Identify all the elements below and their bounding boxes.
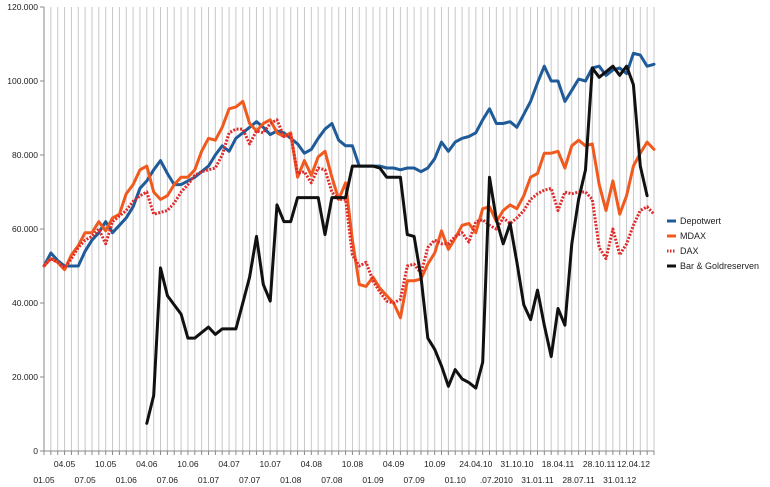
x-tick-label: 28.10.11 bbox=[583, 459, 616, 469]
x-tick-label: 04.07 bbox=[218, 459, 240, 469]
legend-label: Bar & Goldreserven bbox=[680, 261, 759, 271]
x-tick-label: 04.05 bbox=[54, 459, 76, 469]
x-tick-label: 07.05 bbox=[74, 475, 96, 485]
y-axis-tick-labels: 0 20.000 40.000 60.000 80.000 100.000 120.000 bbox=[7, 2, 44, 456]
x-tick-label: 01.10 bbox=[445, 475, 467, 485]
x-tick-label: 28.07.11 bbox=[562, 475, 595, 485]
x-tick-label: 24.04.10 bbox=[459, 459, 492, 469]
legend: Depotwert MDAX DAX Bar & Goldreserven bbox=[667, 216, 759, 271]
x-tick-label: 18.04.11 bbox=[542, 459, 575, 469]
series-lines bbox=[42, 51, 656, 425]
x-tick-label: 07.07 bbox=[239, 475, 261, 485]
x-tick-label: 01.07 bbox=[198, 475, 220, 485]
series-line-depotwert bbox=[42, 51, 656, 268]
x-tick-label: 12.04.12 bbox=[617, 459, 650, 469]
y-tick-label: 60.000 bbox=[12, 224, 38, 234]
x-tick-label: 10.06 bbox=[177, 459, 199, 469]
x-tick-label: 01.05 bbox=[33, 475, 55, 485]
x-tick-label: 10.08 bbox=[342, 459, 364, 469]
x-tick-label: 04.06 bbox=[136, 459, 158, 469]
x-tick-label: 01.09 bbox=[362, 475, 384, 485]
y-tick-label: 100.000 bbox=[7, 76, 38, 86]
x-tick-label: 07.09 bbox=[403, 475, 425, 485]
x-tick-label: 10.09 bbox=[424, 459, 446, 469]
x-tick-label: 01.08 bbox=[280, 475, 302, 485]
x-tick-label: .07.2010 bbox=[480, 475, 513, 485]
y-tick-label: 40.000 bbox=[12, 298, 38, 308]
x-tick-label: 10.05 bbox=[95, 459, 117, 469]
x-axis-tick-labels: 04.05 10.05 04.06 10.06 04.07 10.07 04.08 10.08… bbox=[33, 451, 655, 485]
y-tick-label: 120.000 bbox=[7, 2, 38, 12]
x-tick-label: 01.06 bbox=[116, 475, 138, 485]
series-line-dax bbox=[42, 118, 656, 305]
x-tick-label: 04.08 bbox=[301, 459, 323, 469]
series-line-bar-goldreserven bbox=[145, 64, 649, 425]
series-line-mdax bbox=[42, 99, 656, 320]
y-tick-label: 20.000 bbox=[12, 372, 38, 382]
y-tick-label: 0 bbox=[33, 446, 38, 456]
x-tick-label: 07.06 bbox=[157, 475, 179, 485]
x-tick-label: 07.08 bbox=[321, 475, 343, 485]
legend-label: Depotwert bbox=[680, 216, 722, 226]
x-tick-label: 31.01.11 bbox=[521, 475, 554, 485]
x-tick-label: 31.10.10 bbox=[500, 459, 533, 469]
legend-label: DAX bbox=[680, 246, 699, 256]
legend-label: MDAX bbox=[680, 231, 706, 241]
x-tick-label: 04.09 bbox=[383, 459, 405, 469]
x-tick-label: 31.01.12 bbox=[603, 475, 636, 485]
y-tick-label: 80.000 bbox=[12, 150, 38, 160]
x-tick-label: 10.07 bbox=[260, 459, 282, 469]
